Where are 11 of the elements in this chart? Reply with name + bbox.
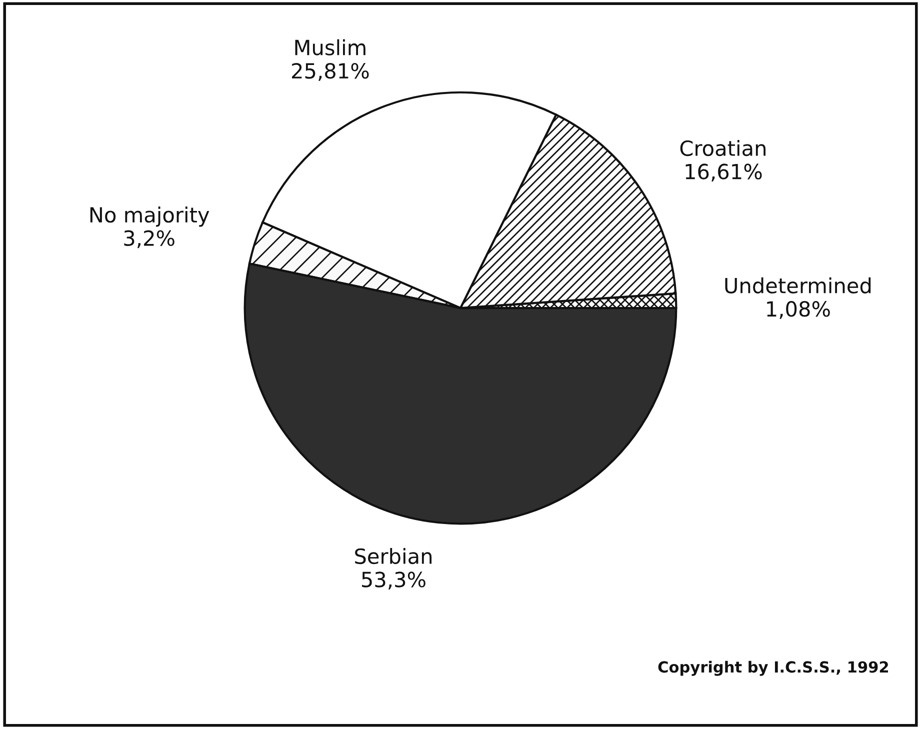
data-label: 3,2% <box>124 230 174 248</box>
data-label: 16,61% <box>686 164 762 182</box>
slice-label: No majority <box>90 206 210 227</box>
data-label: 25,81% <box>292 62 369 81</box>
slice-label: Serbian <box>355 548 432 564</box>
slice-label: Croatian <box>680 140 766 156</box>
data-label: 1,08% <box>767 301 830 319</box>
slice-label: Muslim <box>295 39 366 56</box>
slice-label: Undetermined <box>725 277 871 294</box>
data-label: 53,3% <box>362 572 426 590</box>
text: Copyright by I.C.S.S., 1992 <box>658 660 888 676</box>
